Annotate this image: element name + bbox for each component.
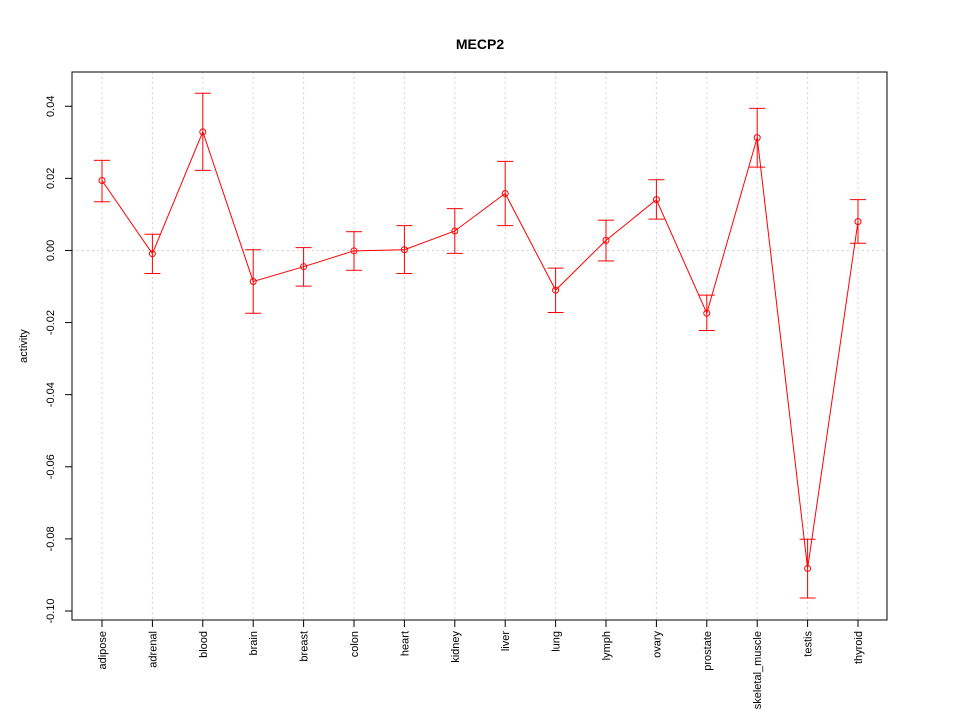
x-tick-label: lymph [601, 631, 613, 660]
data-point [804, 564, 812, 572]
data-point [350, 247, 358, 255]
data-point [148, 250, 156, 258]
data-point [602, 236, 610, 244]
data-point [854, 218, 862, 226]
y-tick-label: -0.02 [45, 310, 57, 335]
data-point [703, 309, 711, 317]
x-tick-label: prostate [702, 631, 714, 671]
y-tick-label: -0.08 [45, 526, 57, 551]
data-point [552, 286, 560, 294]
x-tick-label: breast [299, 631, 311, 662]
x-tick-label: kidney [450, 631, 462, 663]
x-tick-label: heart [399, 631, 411, 656]
data-point [199, 128, 207, 136]
data-point [300, 263, 308, 271]
x-tick-label: skeletal_muscle [752, 631, 764, 709]
y-tick-label: 0.04 [45, 96, 57, 117]
data-point [98, 177, 106, 185]
series-line [101, 130, 859, 569]
x-tick-label: brain [248, 631, 260, 655]
y-axis: 0.04 0.02 0.00 -0.02 -0.04 -0.06 -0.08 -0.10 [45, 96, 73, 624]
data-point [400, 246, 408, 254]
y-tick-label: -0.10 [45, 598, 57, 623]
y-tick-label: -0.06 [45, 454, 57, 479]
data-point [451, 227, 459, 235]
y-tick-label: -0.04 [45, 382, 57, 407]
data-point [652, 196, 660, 204]
x-tick-label: ovary [651, 631, 663, 658]
y-axis-label: activity [18, 329, 30, 363]
y-tick-label: 0.02 [45, 168, 57, 189]
grid [72, 72, 887, 620]
chart-title: MECP2 [456, 36, 504, 52]
x-tick-label: colon [349, 631, 361, 657]
x-tick-label: testis [803, 631, 815, 657]
data-point [501, 189, 509, 197]
series [94, 92, 866, 599]
y-tick-label: 0.00 [45, 240, 57, 261]
x-axis: adipose adrenal blood brain breast colon heart… [97, 620, 865, 709]
data-point [753, 134, 761, 142]
x-tick-label: adrenal [147, 631, 159, 668]
data-point [249, 277, 257, 285]
x-tick-label: lung [551, 631, 563, 652]
x-tick-label: adipose [97, 631, 109, 670]
x-tick-label: blood [198, 631, 210, 658]
x-tick-label: liver [500, 631, 512, 652]
x-tick-label: thyroid [853, 631, 865, 664]
plot-frame [71, 71, 888, 621]
